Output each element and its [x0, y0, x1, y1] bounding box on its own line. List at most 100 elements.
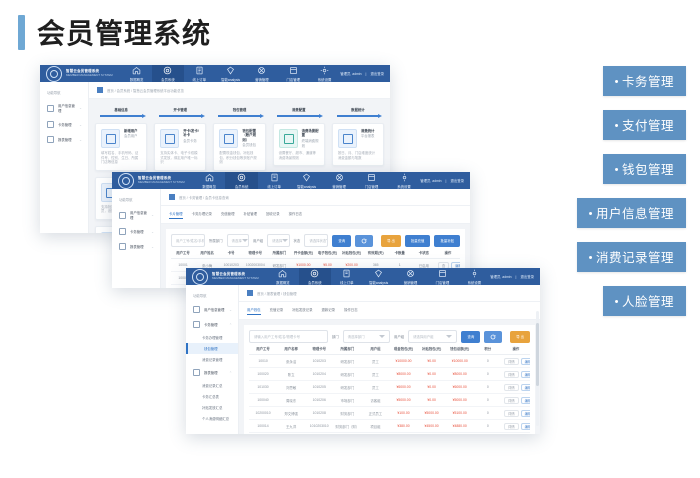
logout-link[interactable]: 退出登录: [450, 179, 464, 183]
table-row[interactable]: 100020 陈立 1010204 研发部门 员工 ¥8000.00 ¥0.00 ¥8000.…: [249, 367, 530, 381]
feature-badge-consumption[interactable]: • 消费记录管理: [576, 242, 686, 272]
row-action-button[interactable]: 详情: [503, 396, 519, 404]
flow-card[interactable]: 消费场景配置 终端消费规则 设置餐厅、超市、通道等消费场景规则: [272, 123, 325, 167]
row-actions[interactable]: 详情编辑: [501, 393, 530, 407]
nav-item-member[interactable]: 会员系统: [298, 268, 331, 285]
sidebar-item-report[interactable]: 报表管理 ⌄: [112, 239, 160, 254]
logout-link[interactable]: 退出登录: [520, 275, 534, 279]
flow-card[interactable]: 钱包配置（账户规则） 会员钱包 配置现金钱包、补贴钱包、积分钱包等多账户规则: [213, 123, 266, 171]
tab-card-records[interactable]: 卡务办理记录: [191, 212, 212, 216]
row-actions[interactable]: 详情编辑: [501, 367, 530, 381]
nav-item-analytics[interactable]: 智能analysis: [215, 65, 246, 82]
reset-button[interactable]: [355, 234, 374, 247]
tab-refund-records[interactable]: 退款记录: [321, 308, 336, 312]
sidebar-item-card[interactable]: 卡务管理 ⌄: [112, 224, 160, 239]
sidebar-item-card[interactable]: 卡务管理 ⌃: [186, 317, 238, 332]
flow-card[interactable]: 新增用户 会员用户 填写姓名、手机号码、证件号、性别、生日、所属门店等信息: [95, 123, 148, 171]
row-action-button[interactable]: 编辑: [520, 409, 530, 417]
nav-item-overview[interactable]: 数据概览: [267, 268, 299, 285]
nav-item-overview[interactable]: 数据概览: [193, 172, 225, 189]
tab-subsidy-records[interactable]: 补贴发放记录: [292, 308, 313, 312]
dept-select[interactable]: 请选择: [226, 234, 249, 247]
sidebar-item-userinfo[interactable]: 用户信息管理 ⌄: [40, 99, 88, 117]
table-row[interactable]: 10010 张永洁 1010203 研发部门 员工 ¥10000.00 ¥0.00 ¥1000…: [249, 354, 530, 368]
nav-item-settings[interactable]: 系统设置: [388, 172, 420, 189]
dept-select[interactable]: 请选择部门: [342, 330, 390, 343]
row-actions[interactable]: 详情编辑: [501, 406, 530, 420]
feature-badge-wallet[interactable]: • 钱包管理: [602, 154, 686, 184]
sidebar-item-card[interactable]: 卡务管理 ⌄: [40, 117, 88, 132]
export-button[interactable]: 导 出: [381, 234, 401, 247]
sidebar-item-userinfo[interactable]: 用户信息管理 ⌄: [112, 206, 160, 224]
nav-item-order[interactable]: 线上订单: [331, 268, 363, 285]
row-action-button[interactable]: 编辑: [520, 422, 530, 430]
group-select[interactable]: 请选择用户组: [408, 330, 458, 343]
nav-item-analytics[interactable]: 智能analysis: [290, 172, 322, 189]
nav-item-campaign[interactable]: 营销管理: [323, 172, 355, 189]
sidebar-item-card-handling[interactable]: 卡务办理管理: [202, 336, 223, 340]
nav-item-order[interactable]: 线上订单: [258, 172, 290, 189]
sidebar-item-report[interactable]: 报表管理 ⌃: [186, 365, 238, 380]
table-row[interactable]: 100040 周晓东 1010206 市场部门 访客组 ¥5000.00 ¥0.00 ¥500…: [249, 393, 530, 407]
nav-item-store[interactable]: 门店管理: [426, 268, 458, 285]
nav-item-store[interactable]: 门店管理: [355, 172, 387, 189]
nav-item-order[interactable]: 线上订单: [184, 65, 215, 82]
row-actions[interactable]: 详情编辑: [501, 354, 530, 368]
search-button[interactable]: 查询: [332, 234, 352, 247]
sidebar-item-consumption-summary[interactable]: 消费记录汇总: [202, 384, 223, 388]
nav-item-member[interactable]: 会员系统: [152, 65, 184, 82]
row-action-button[interactable]: 详情: [503, 422, 519, 430]
tab-logs[interactable]: 操作日志: [288, 212, 303, 216]
nav-item-campaign[interactable]: 营销管理: [395, 268, 427, 285]
tab-recharge-records[interactable]: 充值记录: [269, 308, 284, 312]
nav-item-store[interactable]: 门店管理: [278, 65, 309, 82]
user-menu[interactable]: 管理员, admin | 退出登录: [490, 274, 534, 280]
user-menu[interactable]: 管理员, admin | 退出登录: [420, 178, 464, 184]
reset-button[interactable]: [484, 330, 503, 343]
nav-item-settings[interactable]: 系统设置: [458, 268, 490, 285]
tab-user-wallet[interactable]: 用户钱包: [247, 307, 261, 315]
status-select[interactable]: 请选择状态: [304, 234, 329, 247]
feature-badge-card[interactable]: • 卡务管理: [602, 66, 686, 96]
tab-card[interactable]: 卡片管理: [169, 211, 183, 219]
table-row[interactable]: 101030 刘思敏 1010205 研发部门 员工 ¥6000.00 ¥0.00 ¥6000…: [249, 380, 530, 394]
table-row[interactable]: 10200010 郑文博强 1010208 财务部门 正式员工 ¥100.00 ¥5000.…: [249, 406, 530, 420]
row-action-button[interactable]: 详情: [503, 383, 519, 391]
nav-item-overview[interactable]: 数据概览: [121, 65, 152, 82]
table-row[interactable]: 100040黄丽娜1010104040研发部门访客组¥380.00¥100.00…: [249, 432, 530, 434]
feature-badge-payment[interactable]: • 支付管理: [602, 110, 686, 140]
tab-recycle[interactable]: 回收记录: [266, 212, 280, 216]
batch-recharge-button[interactable]: 批量充值: [404, 234, 431, 247]
sidebar-item-userinfo[interactable]: 用户信息管理 ⌄: [186, 302, 238, 317]
app-window-wallet-management[interactable]: 智慧云会员管理系统 MEMBER MANAGEMENT SYSTEM 数据概览 …: [186, 268, 540, 434]
search-button[interactable]: 查询: [461, 330, 481, 343]
table-row[interactable]: 100014 王九洋 1010203010 财务部门（财） 项目组 ¥380.00 ¥450…: [249, 419, 530, 433]
row-actions[interactable]: 详情编辑: [501, 380, 530, 394]
row-action-button[interactable]: 详情: [503, 409, 519, 417]
sidebar-item-wallet[interactable]: 钱包管理: [186, 343, 238, 354]
export-button[interactable]: 导 出: [510, 330, 530, 343]
row-action-button[interactable]: 编辑: [520, 396, 530, 404]
sidebar-item-personal-detail[interactable]: 个人消费明细汇总: [202, 417, 230, 421]
row-action-button[interactable]: 编辑: [520, 370, 530, 378]
group-select[interactable]: 请选择: [267, 234, 290, 247]
scrollbar-thumb[interactable]: [536, 322, 539, 386]
search-input[interactable]: 请输入用户工号/姓名/物理卡号: [249, 330, 328, 343]
search-input[interactable]: 用户工号/姓名/手机号/物理卡号: [171, 234, 205, 247]
sidebar-item-consumption[interactable]: 消费记录管理: [202, 358, 223, 362]
tab-recharge[interactable]: 充值管理: [220, 212, 235, 216]
nav-item-campaign[interactable]: 营销管理: [246, 65, 277, 82]
vertical-scrollbar[interactable]: [536, 311, 539, 426]
row-action-button[interactable]: 详情: [503, 357, 519, 365]
row-action-button[interactable]: 编辑: [520, 357, 530, 365]
flow-card[interactable]: 开卡/发卡/补卡 会员卡务 支持实体卡、电子卡双模式发放，绑定用户唯一标识: [154, 123, 207, 171]
logout-link[interactable]: 退出登录: [370, 72, 384, 76]
row-actions[interactable]: 详情编辑: [501, 432, 530, 434]
row-action-button[interactable]: 编辑: [520, 383, 530, 391]
tab-operation-logs[interactable]: 操作日志: [344, 308, 358, 312]
row-action-button[interactable]: 详情: [503, 370, 519, 378]
flow-card[interactable]: 消费统计 平台报表 按日、月、门店维度统计消费金额与笔数: [331, 123, 385, 167]
tab-subsidy[interactable]: 补贴管理: [243, 212, 258, 216]
sidebar-item-subsidy-summary[interactable]: 补贴发放汇总: [202, 406, 223, 410]
nav-item-member[interactable]: 会员系统: [225, 172, 258, 189]
